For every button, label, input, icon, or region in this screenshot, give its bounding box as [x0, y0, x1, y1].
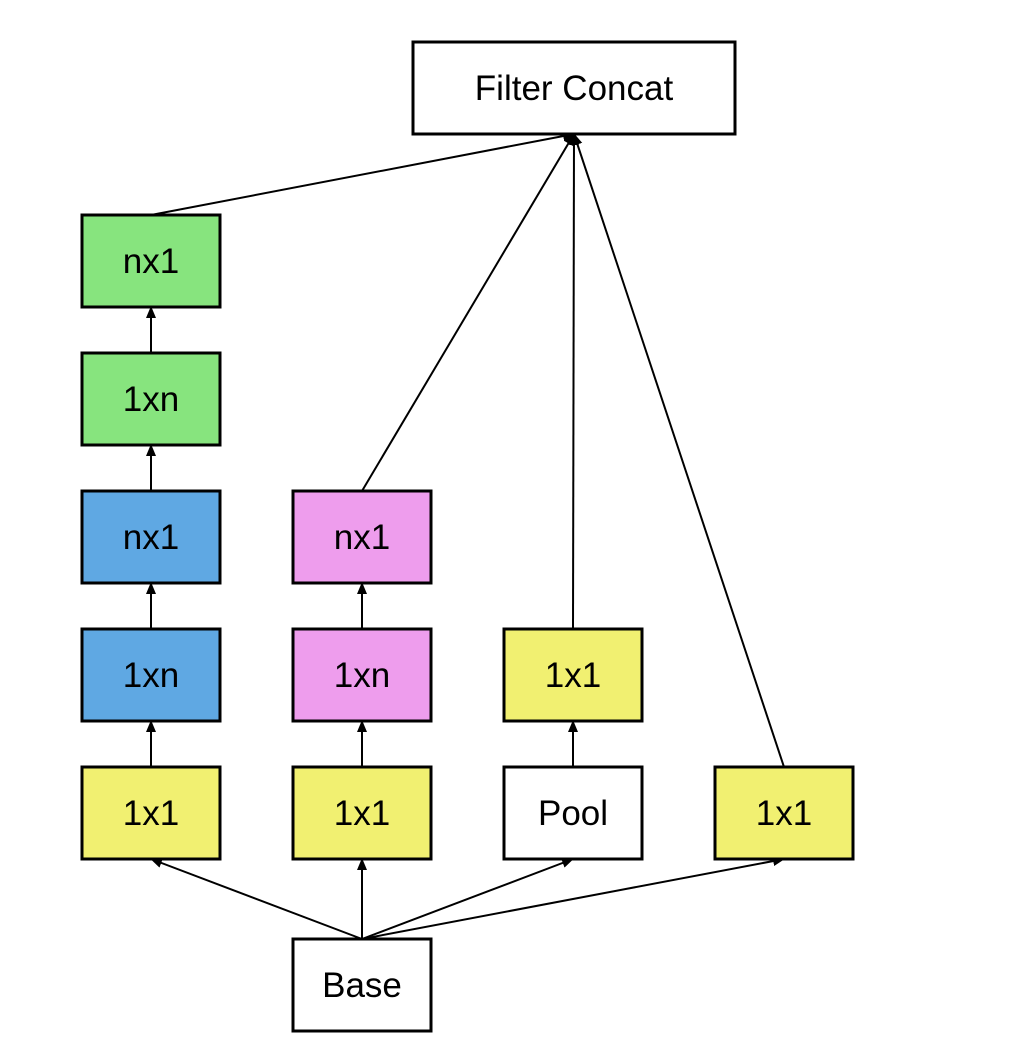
branch4-1x1-label: 1x1 — [756, 794, 812, 833]
edge-base-to-b1_1x1 — [150, 858, 363, 940]
branch3-pool-label: Pool — [538, 794, 608, 833]
branch2-1x1-label: 1x1 — [334, 794, 390, 833]
edge-b4_1x1-to-filter_concat — [572, 133, 785, 768]
branch1-1x1-label: 1x1 — [123, 794, 179, 833]
base-label: Base — [322, 966, 402, 1005]
branch1-1xn-green-label: 1xn — [123, 380, 179, 419]
branch1-nx1-green-label: nx1 — [123, 242, 179, 281]
edge-b3_1x1-to-filter_concat — [568, 133, 579, 630]
filter-concat-node: Filter Concat — [411, 40, 737, 136]
branch2-1xn-pink-node: 1xn — [291, 627, 433, 723]
branch1-nx1-green-node: nx1 — [80, 213, 222, 309]
branch1-nx1-blue-node: nx1 — [80, 489, 222, 585]
branch2-1xn-pink-label: 1xn — [334, 656, 390, 695]
nodes: Filter Concat nx1 1xn nx1 1xn 1x1 nx1 — [80, 40, 855, 1033]
branch1-1x1-node: 1x1 — [80, 765, 222, 861]
branch2-nx1-pink-node: nx1 — [291, 489, 433, 585]
branch1-1xn-blue-label: 1xn — [123, 656, 179, 695]
branch4-1x1-node: 1x1 — [713, 765, 855, 861]
filter-concat-label: Filter Concat — [475, 69, 674, 108]
edge-b1_nx1_top-to-filter_concat — [150, 131, 575, 216]
edge-base-to-b4_1x1 — [361, 856, 785, 940]
branch3-pool-node: Pool — [502, 765, 644, 861]
branch3-1x1-label: 1x1 — [545, 656, 601, 695]
branch1-nx1-blue-label: nx1 — [123, 518, 179, 557]
edge-base-to-b3_pool — [361, 858, 574, 940]
branch2-nx1-pink-label: nx1 — [334, 518, 390, 557]
branch2-1x1-node: 1x1 — [291, 765, 433, 861]
edges — [146, 131, 785, 940]
edge-b2_nx1-to-filter_concat — [361, 133, 575, 492]
branch1-1xn-blue-node: 1xn — [80, 627, 222, 723]
branch1-1xn-green-node: 1xn — [80, 351, 222, 447]
base-node: Base — [291, 937, 433, 1033]
branch3-1x1-node: 1x1 — [502, 627, 644, 723]
